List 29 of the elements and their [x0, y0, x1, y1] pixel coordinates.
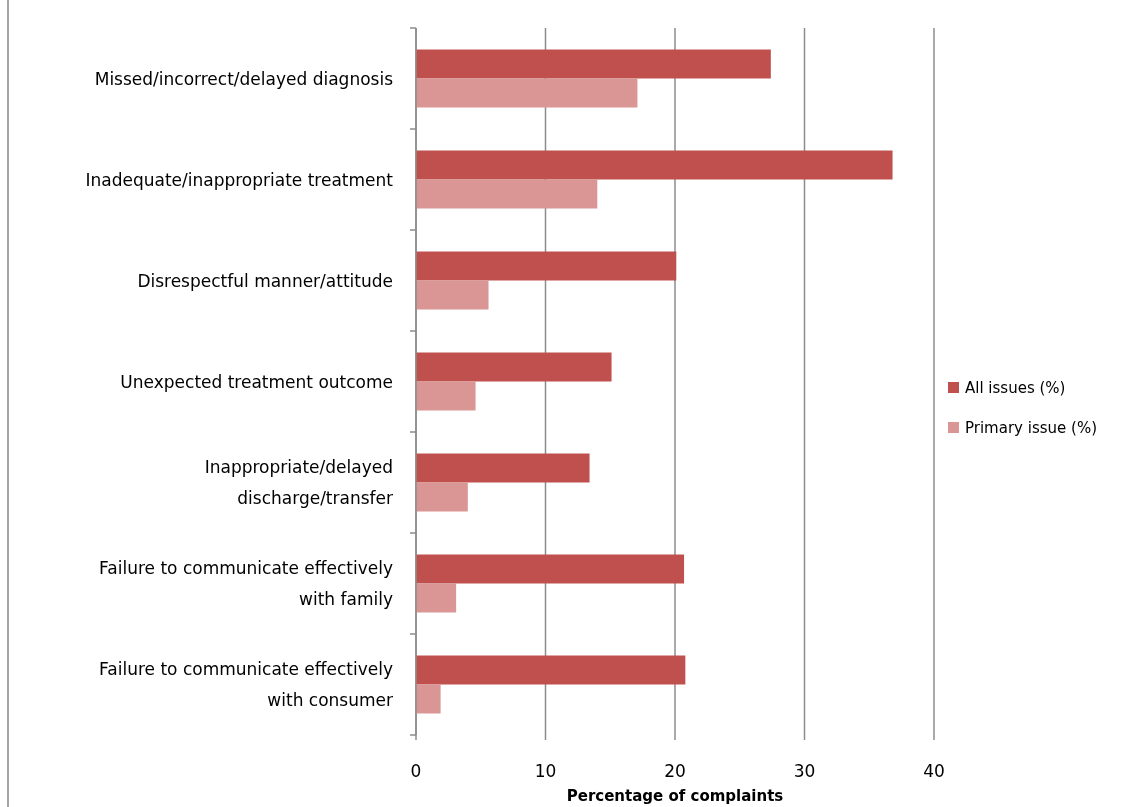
bar [416, 554, 685, 584]
x-tick-label: 20 [664, 761, 686, 781]
bar [416, 251, 677, 281]
bar [416, 352, 612, 382]
bar [416, 280, 489, 310]
bar [416, 583, 457, 613]
bar [416, 49, 771, 79]
bar [416, 684, 441, 714]
bar [416, 381, 476, 411]
y-tick-label: Missed/incorrect/delayed diagnosis [94, 68, 394, 89]
bar [416, 78, 638, 108]
bar [416, 179, 598, 209]
y-tick-label: Inappropriate/delayed discharge/transfer [204, 457, 394, 508]
bar [416, 655, 686, 685]
y-tick-label: Failure to communicate effectively with family [99, 558, 393, 609]
bar [416, 482, 468, 512]
y-tick-label: Disrespectful manner/attitude [137, 270, 393, 291]
legend-label: Primary issue (%) [965, 419, 1097, 437]
x-tick-label: 10 [534, 761, 557, 781]
x-tick-label: 30 [793, 761, 816, 781]
bar [416, 150, 893, 180]
y-tick-label: Failure to communicate effectively with consumer [99, 659, 393, 710]
x-tick-label: 0 [410, 761, 422, 781]
x-tick-label: 40 [923, 761, 945, 781]
legend-label: All issues (%) [965, 379, 1066, 397]
bar [416, 453, 590, 483]
x-axis-title: Percentage of complaints [566, 787, 784, 805]
y-tick-label: Inadequate/inappropriate treatment [85, 169, 394, 190]
y-tick-label: Unexpected treatment outcome [120, 371, 393, 392]
